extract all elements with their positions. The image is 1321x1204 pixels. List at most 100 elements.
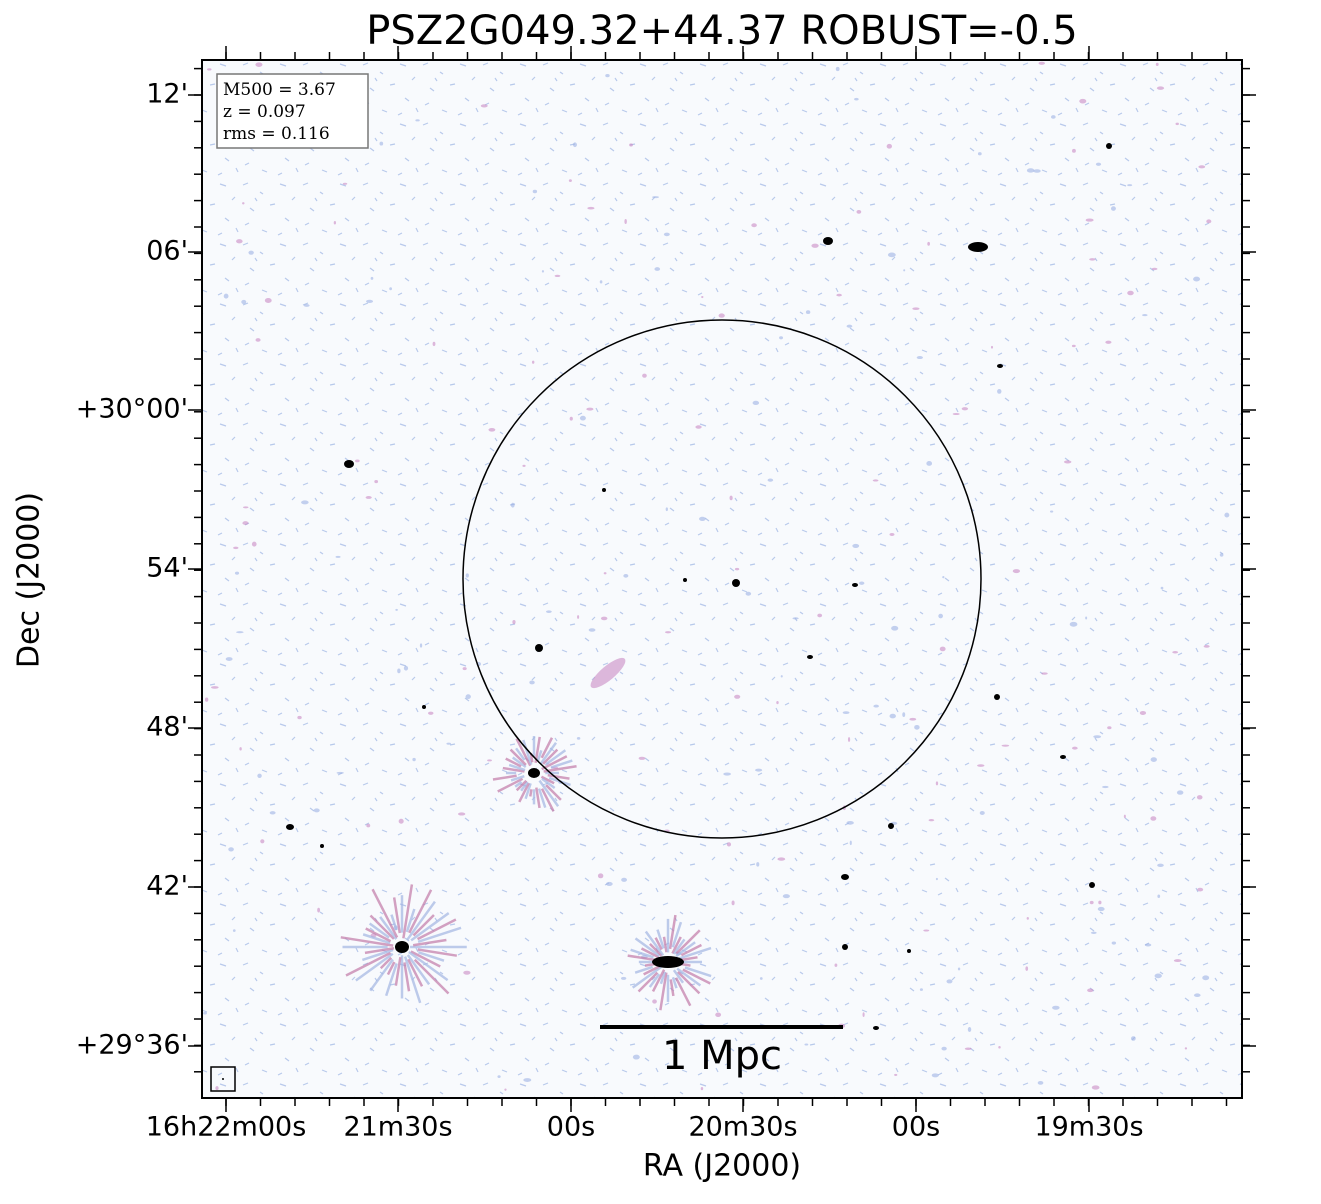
sidelobe — [651, 969, 666, 993]
emission — [916, 356, 923, 360]
emission — [632, 1054, 640, 1060]
emission — [588, 628, 596, 632]
emission — [726, 842, 732, 847]
emission — [938, 613, 943, 619]
emission — [297, 715, 302, 720]
emission — [912, 307, 920, 311]
y-tick-label: +29°36' — [76, 1030, 188, 1061]
sidelobe — [522, 739, 533, 766]
emission — [546, 610, 552, 614]
x-tick-label: 16h22m00s — [146, 1112, 307, 1143]
sidelobe — [406, 900, 436, 941]
sidelobe — [643, 965, 660, 976]
emission — [1198, 165, 1206, 169]
sidelobe — [668, 914, 677, 950]
emission — [723, 772, 731, 776]
emission — [745, 591, 752, 596]
point-source — [528, 768, 540, 778]
emission — [599, 280, 603, 284]
x-tick-label: 21m30s — [343, 1112, 452, 1143]
sidelobe — [392, 897, 402, 934]
emission — [1072, 746, 1078, 750]
sidelobe — [656, 929, 665, 949]
emission — [941, 1046, 947, 1051]
emission — [1176, 790, 1184, 795]
sidelobe — [511, 756, 527, 769]
sidelobe — [672, 938, 686, 955]
emission — [480, 104, 488, 108]
emission — [1224, 512, 1230, 518]
emission — [1142, 314, 1148, 317]
emission — [419, 643, 423, 648]
emission — [204, 697, 209, 702]
sidelobe — [340, 936, 394, 947]
emission — [228, 847, 234, 852]
emission — [1156, 86, 1165, 90]
sidelobe — [508, 763, 526, 772]
sidelobe — [412, 914, 435, 937]
sidelobe — [379, 916, 398, 940]
emission — [652, 999, 657, 1004]
sidelobe — [630, 948, 654, 959]
emission — [397, 668, 401, 674]
emission — [1107, 726, 1112, 730]
emission — [654, 267, 661, 271]
emission — [301, 500, 309, 505]
emission — [663, 232, 670, 237]
emission — [752, 400, 760, 405]
sidelobe — [407, 958, 424, 987]
sidelobe — [644, 930, 665, 956]
emission — [335, 555, 341, 558]
emission — [1202, 975, 1210, 981]
emission — [854, 97, 859, 101]
sidelobe — [540, 788, 555, 812]
emission — [909, 717, 917, 721]
emission — [233, 546, 239, 550]
plot-frame — [201, 59, 1243, 1099]
emission — [1175, 122, 1179, 126]
point-source — [823, 237, 833, 245]
x-tick-label: 00s — [892, 1112, 940, 1143]
emission — [232, 929, 236, 932]
point-source — [652, 956, 684, 968]
sidelobe — [510, 774, 525, 782]
emission — [804, 1043, 809, 1046]
sidelobe — [535, 787, 541, 809]
sources — [203, 61, 1230, 1091]
emission — [1160, 586, 1164, 590]
sidelobe — [364, 947, 395, 955]
emission — [642, 373, 647, 378]
emission — [805, 310, 811, 315]
sidelobe — [509, 748, 527, 766]
point-source — [732, 579, 740, 587]
emission — [811, 243, 819, 248]
emission — [1154, 973, 1162, 979]
sidelobe — [680, 943, 702, 957]
emission — [894, 1073, 898, 1076]
sidelobe — [368, 922, 390, 939]
emission — [873, 704, 879, 708]
sidelobe — [403, 962, 411, 992]
emission — [862, 1012, 865, 1017]
emission — [497, 1075, 501, 1079]
emission — [776, 701, 779, 705]
sidelobe — [390, 914, 398, 931]
sidelobe — [640, 947, 660, 959]
emission — [365, 496, 372, 499]
sidelobe — [648, 973, 661, 988]
emission — [210, 686, 219, 689]
emission — [336, 771, 344, 774]
emission — [590, 657, 626, 689]
sidelobe — [413, 958, 450, 995]
emission — [488, 428, 496, 432]
emission — [756, 862, 760, 867]
emission — [269, 811, 276, 815]
emission — [695, 425, 702, 429]
emission — [225, 657, 233, 661]
emission — [957, 967, 961, 971]
x-axis-label: RA (J2000) — [643, 1149, 801, 1184]
sidelobe — [637, 971, 659, 993]
emission — [889, 713, 896, 719]
emission — [1155, 62, 1159, 66]
